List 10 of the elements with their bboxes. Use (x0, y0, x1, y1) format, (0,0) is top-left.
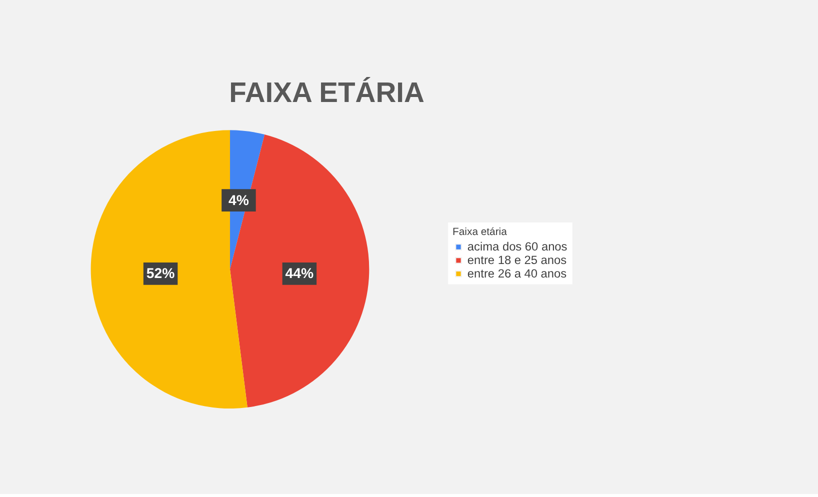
data-label: 44% (285, 265, 314, 282)
legend-label: entre 26 a 40 anos (467, 266, 567, 281)
data-label: 4% (228, 192, 250, 208)
legend-title: Faixa etária (452, 227, 508, 238)
data-label: 52% (146, 265, 176, 282)
legend-label: acima dos 60 anos (467, 240, 568, 254)
pie-slice (91, 130, 248, 409)
pie-slice (230, 134, 369, 408)
chart-title: FAIXA ETÁRIA (229, 76, 424, 108)
legend-label: entre 18 e 25 anos (467, 253, 567, 268)
